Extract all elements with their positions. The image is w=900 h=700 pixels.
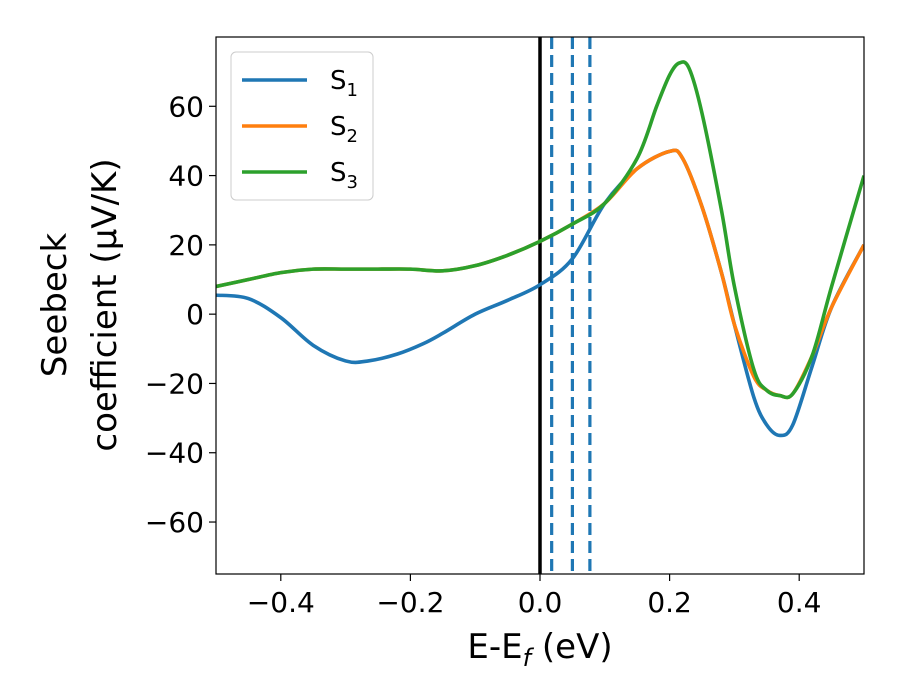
legend: S1 S2 S3 [230, 51, 374, 201]
y-tick-label: −40 [145, 437, 204, 470]
y-axis-label-line2: coefficient (μV/K) [85, 158, 125, 451]
x-tick-label: −0.4 [247, 586, 315, 619]
x-axis-label: E-Ef (eV) [467, 627, 612, 672]
legend-label-s1: S1 [330, 66, 358, 101]
series-line-s3 [216, 60, 864, 400]
y-tick-label: 20 [168, 229, 204, 262]
y-axis-label: Seebeck coefficient (μV/K) [35, 158, 125, 451]
y-axis-ticks: −60 −40 −20 0 20 40 60 [145, 90, 216, 539]
x-tick-label: 0.4 [777, 586, 822, 619]
y-tick-label: −20 [145, 367, 204, 400]
series-lines [216, 60, 864, 438]
x-axis-ticks: −0.4 −0.2 0.0 0.2 0.4 [247, 574, 822, 619]
reference-lines [538, 37, 592, 574]
legend-label-s2: S2 [330, 112, 358, 147]
x-tick-label: 0.2 [647, 586, 692, 619]
y-tick-label: 60 [168, 90, 204, 123]
y-axis-label-line1: Seebeck [35, 233, 75, 378]
y-tick-label: 40 [168, 160, 204, 193]
x-tick-label: 0.0 [518, 586, 563, 619]
legend-label-s3: S3 [330, 158, 358, 193]
x-tick-label: −0.2 [376, 586, 444, 619]
y-tick-label: −60 [145, 506, 204, 539]
y-tick-label: 0 [186, 298, 204, 331]
